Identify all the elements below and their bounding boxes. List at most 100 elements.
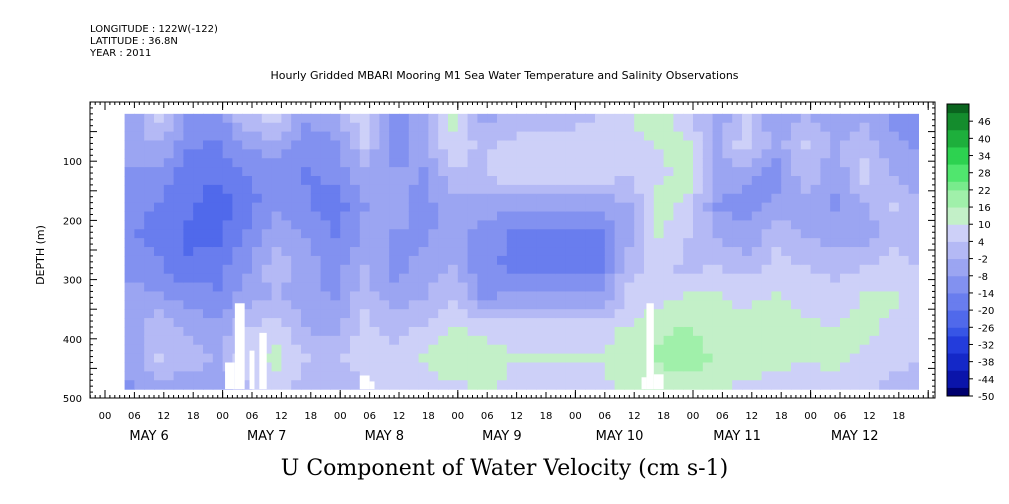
heat-cell xyxy=(212,247,224,257)
heat-cell xyxy=(144,140,155,150)
heat-cell xyxy=(438,202,449,213)
heat-cell xyxy=(183,211,194,221)
heat-cell xyxy=(516,202,527,213)
heat-cell xyxy=(761,167,772,177)
heat-cell xyxy=(869,184,880,195)
heat-cell xyxy=(624,220,635,230)
heat-cell xyxy=(301,371,312,381)
hour-tick-label: 18 xyxy=(657,411,670,422)
heat-cell xyxy=(614,282,625,293)
heat-cell xyxy=(369,309,380,319)
heat-cell xyxy=(526,309,537,319)
heat-cell xyxy=(898,380,910,390)
heat-cell xyxy=(506,353,518,364)
heat-cell xyxy=(859,229,870,239)
heat-cell xyxy=(526,140,537,150)
heat-cell xyxy=(173,273,184,284)
heat-cell xyxy=(791,193,802,204)
heat-cell xyxy=(144,335,155,346)
heat-cell xyxy=(457,300,469,310)
heat-cell xyxy=(889,193,900,204)
heat-cell xyxy=(389,362,400,372)
heat-cell xyxy=(644,149,655,159)
heat-cell xyxy=(555,229,567,239)
heat-cell xyxy=(624,122,635,133)
heat-cell xyxy=(350,300,361,310)
heat-cell xyxy=(800,158,812,168)
heat-cell xyxy=(751,229,763,239)
heat-cell xyxy=(722,335,733,346)
heat-cell xyxy=(261,247,273,257)
heat-cell xyxy=(742,176,753,186)
heat-cell xyxy=(222,229,233,239)
heat-cell xyxy=(134,309,145,319)
heat-cell xyxy=(477,193,488,204)
heat-cell xyxy=(879,211,890,221)
heat-cell xyxy=(506,220,518,230)
heat-cell xyxy=(673,291,684,301)
heat-cell xyxy=(487,309,498,319)
heat-cell xyxy=(849,158,861,168)
heat-cell xyxy=(497,176,508,186)
heat-cell xyxy=(673,335,684,346)
heat-cell xyxy=(124,229,135,239)
heat-cell xyxy=(879,113,890,124)
heat-cell xyxy=(575,318,586,328)
heat-cell xyxy=(722,184,733,195)
heat-cell xyxy=(252,158,263,168)
heat-cell xyxy=(418,371,429,381)
heat-cell xyxy=(183,335,194,346)
heat-cell xyxy=(301,140,312,150)
heat-cell xyxy=(408,229,420,239)
heat-cell xyxy=(301,264,312,275)
heat-cell xyxy=(379,362,390,372)
heat-cell xyxy=(712,140,723,150)
heat-cell xyxy=(771,335,782,346)
heat-cell xyxy=(477,353,488,364)
heat-cell xyxy=(144,193,155,204)
heat-cell xyxy=(663,211,674,221)
heat-cell xyxy=(212,113,224,124)
heat-cell xyxy=(212,149,224,159)
heat-cell xyxy=(310,122,322,133)
heat-cell xyxy=(310,229,322,239)
heat-cell xyxy=(781,176,792,186)
heat-cell xyxy=(438,131,449,142)
heat-cell xyxy=(497,113,508,124)
heat-cell xyxy=(408,140,420,150)
heat-cell xyxy=(320,273,331,284)
heat-cell xyxy=(575,362,586,372)
heat-cell xyxy=(497,371,508,381)
heat-cell xyxy=(673,229,684,239)
heat-cell xyxy=(408,380,420,390)
heat-cell xyxy=(732,300,743,310)
heat-cell xyxy=(163,362,175,372)
heat-cell xyxy=(830,167,841,177)
heat-cell xyxy=(124,264,135,275)
heat-cell xyxy=(369,247,380,257)
heat-cell xyxy=(751,238,763,248)
heat-cell xyxy=(879,344,890,355)
heat-cell xyxy=(408,335,420,346)
colorbar-swatch xyxy=(947,344,969,354)
heat-cell xyxy=(203,220,214,230)
heat-cell xyxy=(408,362,420,372)
heat-cell xyxy=(898,318,910,328)
heat-cell xyxy=(683,326,694,337)
heat-cell xyxy=(457,247,469,257)
heat-cell xyxy=(301,202,312,213)
heat-cell xyxy=(340,255,351,266)
heat-cell xyxy=(634,184,645,195)
heat-cell xyxy=(732,184,743,195)
heat-cell xyxy=(702,344,714,355)
missing-region xyxy=(359,375,370,390)
heat-cell xyxy=(448,131,459,142)
heat-cell xyxy=(457,291,469,301)
day-label: MAY 11 xyxy=(713,429,761,444)
heat-cell xyxy=(506,247,518,257)
heat-cell xyxy=(330,202,341,213)
heat-cell xyxy=(144,202,155,213)
heat-cell xyxy=(222,318,233,328)
heat-cell xyxy=(408,371,420,381)
heat-cell xyxy=(310,318,322,328)
